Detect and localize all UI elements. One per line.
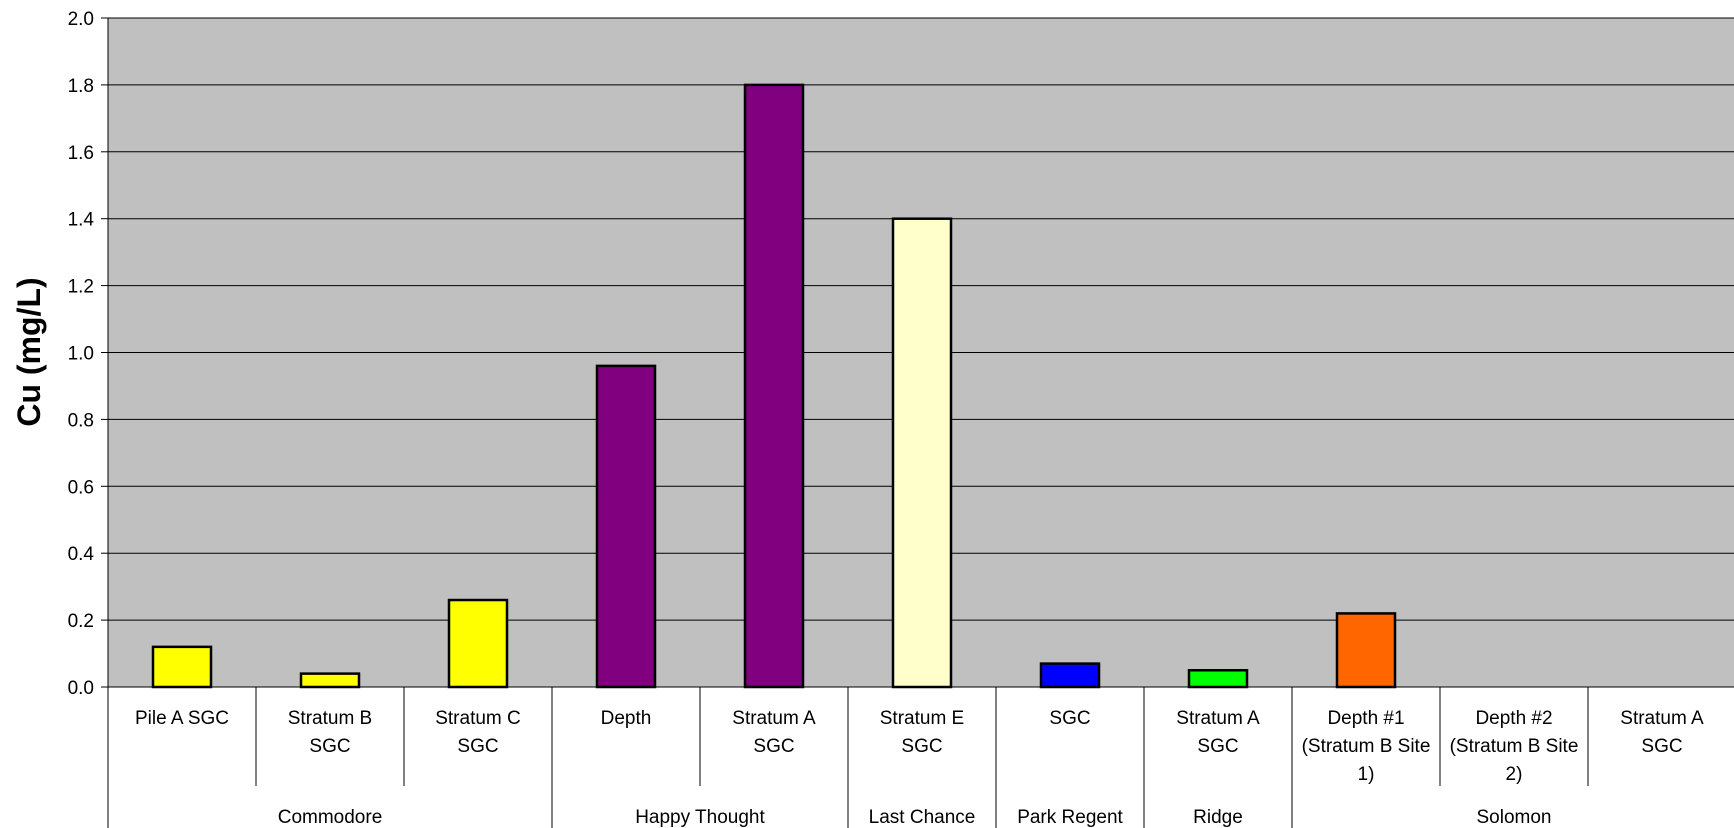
y-tick-label: 0.8 <box>68 410 94 431</box>
bar <box>1187 669 1249 689</box>
x-category-label: Stratum A <box>732 708 816 729</box>
y-tick-label: 2.0 <box>68 9 94 30</box>
bar <box>299 672 361 689</box>
x-category-label: Depth <box>601 708 652 729</box>
x-group-label: Ridge <box>1193 807 1243 828</box>
x-group-label: Last Chance <box>869 807 976 828</box>
x-category-label: Pile A SGC <box>135 708 229 729</box>
x-category-label: SGC <box>1049 708 1090 729</box>
x-category-label: Stratum B <box>288 708 372 729</box>
x-category-label: Stratum A <box>1176 708 1260 729</box>
y-tick-label: 1.2 <box>68 277 94 298</box>
x-category-label: SGC <box>753 736 794 757</box>
x-category-label: Stratum C <box>435 708 521 729</box>
x-category-label: Depth #1 <box>1327 708 1404 729</box>
x-category-label: SGC <box>309 736 350 757</box>
y-axis-label: Cu (mg/L) <box>11 277 47 426</box>
x-category-label: (Stratum B Site <box>1302 736 1431 757</box>
x-group-label: Solomon <box>1477 807 1552 828</box>
bar <box>1039 662 1101 689</box>
y-tick-label: 1.0 <box>68 344 94 365</box>
x-category-label: Stratum A <box>1620 708 1704 729</box>
y-tick-label: 0.2 <box>68 611 94 632</box>
y-tick-label: 1.8 <box>68 76 94 97</box>
x-axis-categories: Pile A SGC Stratum B SGC Stratum C SGC Depth S… <box>135 687 1704 828</box>
bar <box>151 645 213 689</box>
y-tick-label: 0.6 <box>68 477 94 498</box>
y-tick-label: 0.4 <box>68 544 95 565</box>
x-group-label: Park Regent <box>1017 807 1123 828</box>
x-category-label: SGC <box>901 736 942 757</box>
bars <box>151 83 1397 689</box>
bar <box>1335 612 1397 689</box>
x-group-label: Commodore <box>278 807 383 828</box>
x-category-label: Stratum E <box>880 708 964 729</box>
x-category-label: 1) <box>1358 764 1375 785</box>
y-axis-ticks: 0.0 0.2 0.4 0.6 0.8 1.0 1.2 1.4 1.6 1.8 2.0 <box>68 9 1734 828</box>
x-category-label: (Stratum B Site <box>1450 736 1579 757</box>
bar <box>891 217 953 689</box>
x-category-label: SGC <box>1641 736 1682 757</box>
bar <box>447 598 509 689</box>
y-tick-label: 0.0 <box>68 678 94 699</box>
x-category-label: SGC <box>457 736 498 757</box>
x-group-label: Happy Thought <box>635 807 765 828</box>
x-category-label: Depth #2 <box>1475 708 1552 729</box>
bar <box>743 83 805 689</box>
y-tick-label: 1.4 <box>68 210 95 231</box>
x-category-label: SGC <box>1197 736 1238 757</box>
bar <box>595 364 657 689</box>
y-tick-label: 1.6 <box>68 143 94 164</box>
x-category-label: 2) <box>1506 764 1523 785</box>
